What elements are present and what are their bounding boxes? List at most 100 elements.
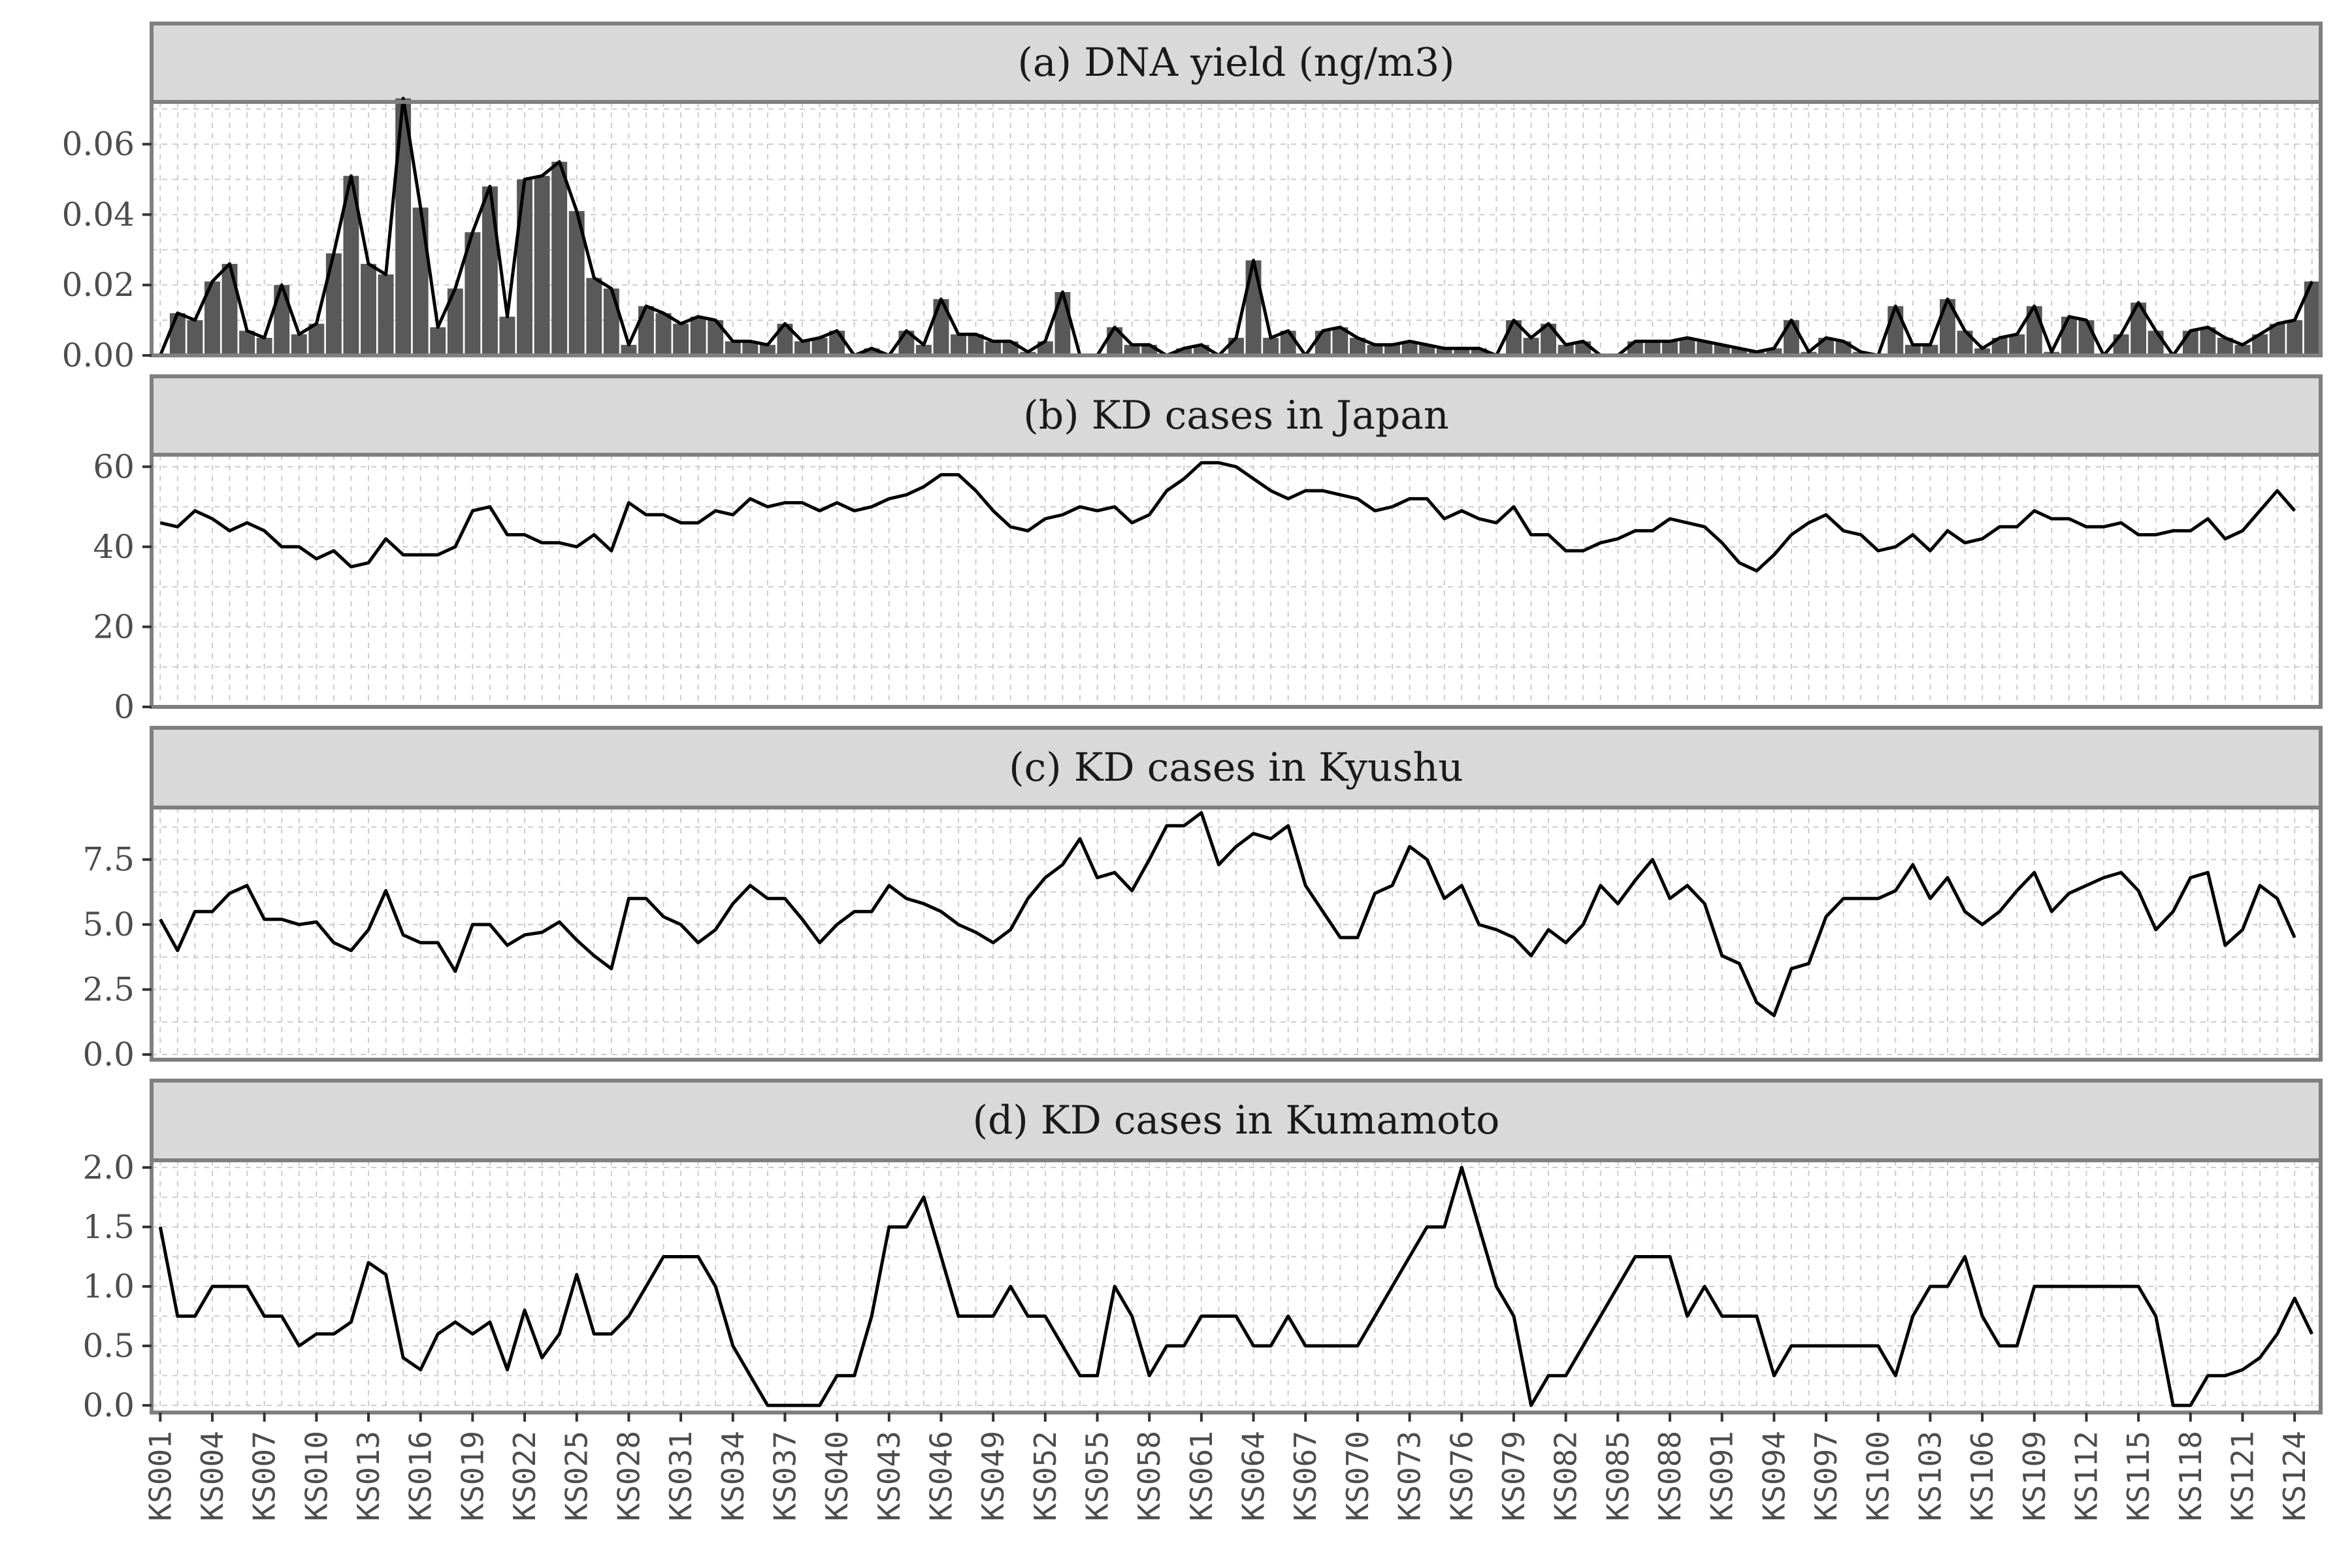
- bar: [985, 341, 1002, 355]
- bar: [2148, 331, 2164, 355]
- bar: [1436, 348, 1452, 355]
- panel-strip: [150, 1079, 2323, 1162]
- y-tick-label: 7.5: [82, 841, 135, 879]
- bar: [1887, 306, 1904, 355]
- y-tick-label: 5.0: [82, 906, 135, 943]
- panel-title: (a) DNA yield (ng/m3): [1017, 40, 1454, 86]
- bar: [430, 327, 446, 355]
- x-axis: KS001 KS004 KS007 KS010 KS013 KS016 KS019 KS022…: [142, 1413, 2312, 1521]
- bar: [759, 344, 776, 355]
- bar: [482, 186, 498, 355]
- x-tick-label: KS112: [2068, 1431, 2104, 1521]
- bar: [811, 338, 828, 355]
- bar: [2131, 302, 2147, 355]
- bar: [708, 320, 724, 355]
- y-tick-label: 2.0: [82, 1149, 135, 1186]
- series-line: [159, 811, 2296, 1017]
- panel-strip: [150, 374, 2323, 457]
- x-tick-label: KS043: [872, 1431, 907, 1521]
- x-tick-label: KS088: [1652, 1431, 1688, 1521]
- x-tick-label: KS103: [1912, 1431, 1948, 1521]
- bar: [1228, 338, 1244, 355]
- bar: [1349, 338, 1365, 355]
- bar: [1315, 331, 1331, 355]
- bar: [1454, 348, 1470, 355]
- x-tick-label: KS019: [455, 1431, 490, 1521]
- bar: [534, 176, 550, 355]
- bar: [291, 334, 307, 355]
- bar: [325, 253, 342, 355]
- x-tick-label: KS073: [1392, 1431, 1428, 1521]
- x-tick-label: KS064: [1236, 1431, 1271, 1521]
- bar: [2252, 334, 2268, 355]
- bar: [1558, 344, 1574, 355]
- series-line: [158, 97, 2313, 357]
- y-tick-label: 0.02: [62, 266, 135, 304]
- x-tick-label: KS079: [1496, 1431, 1531, 1521]
- bar: [2182, 331, 2198, 355]
- bar: [343, 176, 359, 355]
- x-tick-label: KS010: [299, 1431, 334, 1521]
- bar: [551, 161, 568, 355]
- bar: [221, 263, 238, 355]
- x-tick-label: KS121: [2225, 1431, 2260, 1521]
- bar: [673, 323, 689, 355]
- x-tick-label: KS034: [715, 1431, 751, 1521]
- bar: [1523, 338, 1539, 355]
- bar: [2234, 344, 2251, 355]
- y-tick-label: 0.00: [62, 336, 135, 374]
- y-tick-label: 1.5: [82, 1208, 135, 1246]
- x-tick-label: KS049: [975, 1431, 1011, 1521]
- x-tick-label: KS001: [142, 1431, 178, 1521]
- bar: [1644, 341, 1661, 355]
- x-tick-label: KS067: [1288, 1431, 1323, 1521]
- bar: [794, 341, 810, 355]
- bar: [256, 338, 272, 355]
- bar: [2009, 334, 2025, 355]
- bar: [951, 334, 966, 355]
- bar: [968, 334, 984, 355]
- bar: [1541, 323, 1557, 355]
- y-tick-label: 1.0: [82, 1267, 135, 1305]
- y-tick-label: 0.5: [82, 1327, 135, 1365]
- bar: [2061, 316, 2077, 355]
- x-tick-label: KS004: [195, 1431, 230, 1521]
- bar: [1974, 348, 1991, 355]
- bar: [1662, 341, 1678, 355]
- x-tick-label: KS118: [2173, 1431, 2208, 1521]
- bar: [2200, 327, 2216, 355]
- bar: [1471, 348, 1487, 355]
- bar: [239, 331, 255, 355]
- x-tick-label: KS028: [611, 1431, 646, 1521]
- x-tick-label: KS013: [351, 1431, 386, 1521]
- bar: [361, 263, 376, 355]
- x-tick-label: KS037: [767, 1431, 802, 1521]
- x-tick-label: KS124: [2277, 1431, 2312, 1521]
- series-line: [159, 461, 2296, 573]
- bar: [2304, 281, 2320, 355]
- x-tick-label: KS076: [1444, 1431, 1479, 1521]
- bar: [1697, 341, 1713, 355]
- bar: [308, 323, 325, 355]
- y-tick-label: 60: [93, 448, 135, 485]
- x-tick-label: KS082: [1548, 1431, 1584, 1521]
- bar: [187, 320, 203, 355]
- bar: [1384, 344, 1400, 355]
- bar: [1367, 344, 1383, 355]
- bar: [1679, 338, 1695, 355]
- bar: [1731, 348, 1748, 355]
- bar: [1627, 341, 1643, 355]
- bar: [412, 207, 429, 355]
- x-tick-label: KS085: [1600, 1431, 1635, 1521]
- x-tick-label: KS061: [1184, 1431, 1219, 1521]
- panel-title: (b) KD cases in Japan: [1023, 393, 1448, 438]
- bar: [395, 98, 412, 355]
- x-tick-label: KS070: [1340, 1431, 1375, 1521]
- bar: [499, 316, 515, 355]
- panel-dna-yield: (a) DNA yield (ng/m3) 0.00 0.02 0.04 0.06: [62, 22, 2323, 374]
- bar: [655, 313, 672, 355]
- bar: [1714, 344, 1730, 355]
- bar: [1922, 344, 1938, 355]
- bar: [586, 278, 602, 355]
- x-tick-label: KS100: [1861, 1431, 1896, 1521]
